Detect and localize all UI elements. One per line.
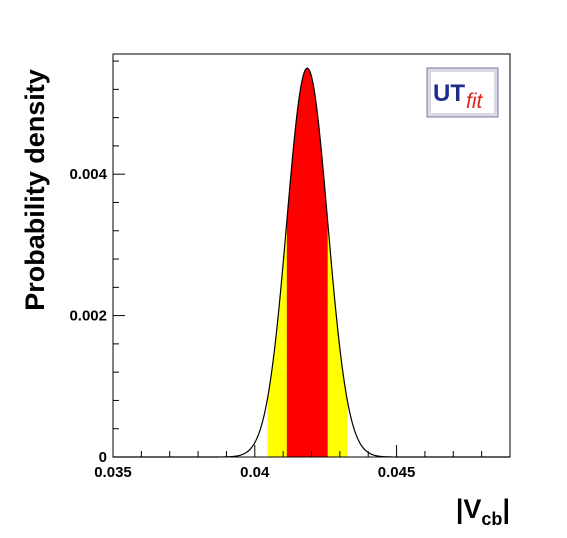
x-axis-title: |Vcb| — [456, 494, 510, 529]
x-axis-ticks — [112, 445, 511, 457]
x-tick-label: 0.035 — [94, 464, 132, 481]
y-tick-label: 0.002 — [69, 308, 107, 325]
logo-text-sub: fit — [466, 90, 484, 113]
y-tick-label: 0.004 — [69, 166, 107, 183]
logo-text-main: UT — [433, 80, 465, 107]
y-axis-tick-labels: 0 0.002 0.004 — [69, 166, 107, 466]
x-axis-title-prefix: |V — [456, 494, 482, 524]
y-axis-ticks — [113, 60, 125, 458]
band-inner — [286, 68, 328, 457]
x-tick-label: 0.045 — [378, 464, 416, 481]
x-axis-title-suffix: | — [502, 494, 510, 524]
y-tick-label: 0 — [99, 449, 107, 466]
y-axis-title: Probability density — [20, 69, 50, 311]
x-axis-title-sub: cb — [481, 509, 502, 529]
x-axis-tick-labels: 0.035 0.04 0.045 — [94, 464, 415, 481]
probability-bands — [267, 68, 348, 458]
x-tick-label: 0.04 — [240, 464, 270, 481]
utfit-logo: UT fit — [426, 67, 499, 118]
